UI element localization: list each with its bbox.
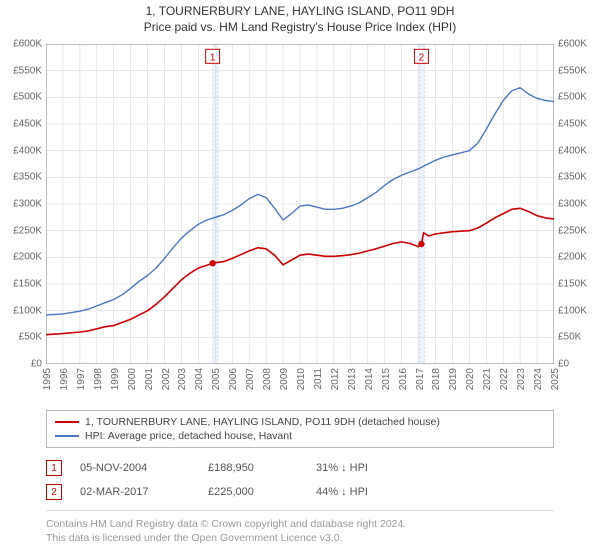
x-tick-label: 1996	[59, 368, 70, 390]
x-tick-label: 2025	[550, 368, 561, 390]
x-tick-label: 1998	[93, 368, 104, 390]
chart-svg: 12	[46, 44, 554, 364]
x-tick-label: 1995	[42, 368, 53, 390]
y-tick-label: £50K	[558, 332, 600, 343]
y-tick-label: £350K	[558, 172, 600, 183]
x-tick-label: 2010	[296, 368, 307, 390]
sale-date: 02-MAR-2017	[80, 486, 190, 498]
x-tick-label: 2013	[347, 368, 358, 390]
legend-label: HPI: Average price, detached house, Hava…	[85, 430, 292, 442]
svg-text:2: 2	[419, 52, 425, 63]
x-tick-label: 2014	[364, 368, 375, 390]
x-tick-label: 1997	[76, 368, 87, 390]
y-tick-label: £200K	[558, 252, 600, 263]
y-tick-label: £450K	[558, 119, 600, 130]
sale-price: £188,950	[208, 462, 298, 474]
y-tick-label: £150K	[0, 279, 42, 290]
x-tick-label: 2023	[516, 368, 527, 390]
y-tick-label: £100K	[0, 305, 42, 316]
sale-vs-hpi: 31% ↓ HPI	[316, 462, 436, 474]
price-chart: 12 £0£0£50K£50K£100K£100K£150K£150K£200K…	[46, 44, 554, 364]
legend-swatch	[55, 421, 79, 423]
legend-item: HPI: Average price, detached house, Hava…	[55, 429, 545, 443]
x-tick-label: 2022	[499, 368, 510, 390]
y-tick-label: £100K	[558, 305, 600, 316]
footer-line-1: Contains HM Land Registry data © Crown c…	[46, 517, 554, 531]
y-tick-label: £250K	[558, 225, 600, 236]
page-title: 1, TOURNERBURY LANE, HAYLING ISLAND, PO1…	[0, 4, 600, 18]
y-tick-label: £200K	[0, 252, 42, 263]
y-tick-label: £500K	[0, 92, 42, 103]
sale-marker-icon: 2	[46, 484, 62, 500]
y-tick-label: £50K	[0, 332, 42, 343]
y-tick-label: £600K	[0, 39, 42, 50]
sale-vs-hpi: 44% ↓ HPI	[316, 486, 436, 498]
x-tick-label: 2019	[448, 368, 459, 390]
y-tick-label: £600K	[558, 39, 600, 50]
y-tick-label: £550K	[558, 65, 600, 76]
x-tick-label: 2000	[127, 368, 138, 390]
x-tick-label: 2017	[415, 368, 426, 390]
y-tick-label: £400K	[558, 145, 600, 156]
x-tick-label: 2009	[279, 368, 290, 390]
y-tick-label: £300K	[558, 199, 600, 210]
footer-attribution: Contains HM Land Registry data © Crown c…	[46, 510, 554, 545]
y-tick-label: £150K	[558, 279, 600, 290]
x-tick-label: 2002	[161, 368, 172, 390]
x-tick-label: 2005	[211, 368, 222, 390]
sale-date: 05-NOV-2004	[80, 462, 190, 474]
x-tick-label: 2018	[431, 368, 442, 390]
x-tick-label: 2021	[482, 368, 493, 390]
x-tick-label: 2015	[381, 368, 392, 390]
sale-marker-icon: 1	[46, 460, 62, 476]
y-tick-label: £550K	[0, 65, 42, 76]
y-tick-label: £500K	[558, 92, 600, 103]
x-tick-label: 1999	[110, 368, 121, 390]
y-tick-label: £0	[0, 359, 42, 370]
x-tick-label: 2024	[533, 368, 544, 390]
y-tick-label: £350K	[0, 172, 42, 183]
x-tick-label: 2016	[398, 368, 409, 390]
y-tick-label: £450K	[0, 119, 42, 130]
sale-row: 2 02-MAR-2017 £225,000 44% ↓ HPI	[46, 480, 554, 504]
x-tick-label: 2001	[144, 368, 155, 390]
page-subtitle: Price paid vs. HM Land Registry's House …	[0, 20, 600, 34]
x-tick-label: 2003	[177, 368, 188, 390]
x-tick-label: 2007	[245, 368, 256, 390]
y-tick-label: £250K	[0, 225, 42, 236]
y-tick-label: £300K	[0, 199, 42, 210]
sale-price: £225,000	[208, 486, 298, 498]
legend-item: 1, TOURNERBURY LANE, HAYLING ISLAND, PO1…	[55, 415, 545, 429]
x-tick-label: 2004	[194, 368, 205, 390]
x-tick-label: 2012	[330, 368, 341, 390]
svg-text:1: 1	[210, 52, 216, 63]
x-tick-label: 2008	[262, 368, 273, 390]
sales-table: 1 05-NOV-2004 £188,950 31% ↓ HPI 2 02-MAR-201…	[46, 456, 554, 504]
legend: 1, TOURNERBURY LANE, HAYLING ISLAND, PO1…	[46, 410, 554, 448]
y-tick-label: £400K	[0, 145, 42, 156]
y-tick-label: £0	[558, 359, 600, 370]
x-tick-label: 2011	[313, 368, 324, 390]
legend-swatch	[55, 435, 79, 437]
x-tick-label: 2020	[465, 368, 476, 390]
footer-line-2: This data is licensed under the Open Gov…	[46, 531, 554, 545]
sale-row: 1 05-NOV-2004 £188,950 31% ↓ HPI	[46, 456, 554, 480]
legend-label: 1, TOURNERBURY LANE, HAYLING ISLAND, PO1…	[85, 416, 440, 428]
x-tick-label: 2006	[228, 368, 239, 390]
